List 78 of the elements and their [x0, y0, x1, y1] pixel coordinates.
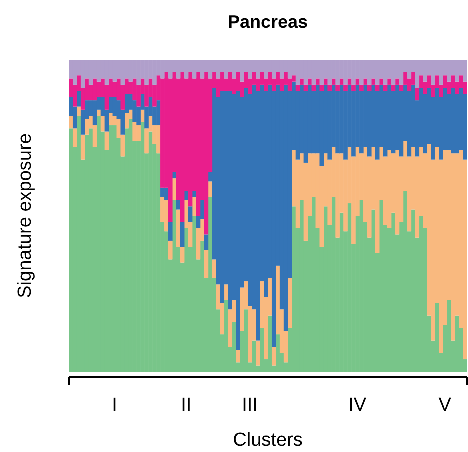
bar [164, 200, 169, 232]
bar [399, 84, 404, 92]
bar [272, 347, 276, 366]
bar [180, 222, 185, 248]
bar [463, 60, 468, 82]
bar [375, 84, 380, 92]
bar [192, 197, 197, 216]
bar [256, 340, 260, 366]
bar [69, 116, 74, 129]
bar [451, 88, 456, 154]
bar [447, 300, 452, 372]
bar [328, 84, 332, 92]
x-tick-label: III [242, 395, 258, 416]
bar [236, 350, 240, 363]
bar [184, 191, 189, 200]
bar [204, 234, 209, 250]
bar [352, 84, 356, 92]
bar [204, 250, 209, 278]
bar [320, 84, 324, 92]
bar [296, 84, 300, 92]
bar [96, 110, 102, 116]
bar [208, 182, 213, 198]
bar [84, 119, 90, 135]
bar [168, 240, 173, 260]
bar [395, 78, 400, 85]
bar [208, 197, 213, 372]
bar [92, 100, 98, 126]
bar [100, 116, 106, 132]
bar [300, 78, 304, 85]
bar [304, 84, 308, 92]
bar [192, 191, 197, 198]
bar [419, 216, 424, 372]
bar [168, 222, 173, 241]
bar [176, 210, 181, 248]
bar [112, 97, 118, 116]
bar [80, 134, 86, 160]
bar [156, 100, 161, 126]
bar [180, 247, 185, 263]
bar [348, 204, 352, 372]
bar [288, 278, 292, 328]
bar [164, 188, 169, 200]
bar [160, 188, 165, 198]
bar [391, 84, 396, 92]
bar [336, 84, 340, 92]
bar [451, 154, 456, 341]
bar [244, 310, 248, 372]
x-tick-label: IV [348, 395, 367, 416]
bar [108, 113, 114, 126]
bar [368, 84, 372, 92]
bar [340, 212, 344, 372]
bar [308, 78, 312, 85]
bar [292, 206, 296, 372]
bar [140, 122, 145, 372]
bar [132, 122, 137, 142]
bar [156, 126, 161, 154]
bar [399, 60, 404, 85]
bar [136, 126, 141, 142]
bar [312, 84, 316, 92]
bar [387, 78, 392, 85]
x-tick-label: II [181, 395, 192, 416]
bar [344, 84, 348, 92]
bar [236, 91, 240, 350]
bar [383, 84, 388, 92]
x-axis-title: Clusters [233, 430, 303, 451]
bar [104, 132, 110, 150]
y-axis-title: Signature exposure [15, 134, 36, 298]
bar [69, 128, 74, 372]
x-tick-label: V [438, 395, 452, 416]
bar [188, 206, 193, 222]
bar [379, 78, 384, 85]
bar [360, 84, 364, 92]
x-tick-label: I [112, 395, 118, 416]
bar [72, 128, 78, 148]
bar [415, 88, 420, 101]
bar [176, 200, 181, 210]
bar [148, 132, 153, 372]
bar [212, 260, 217, 278]
chart-title: Pancreas [228, 12, 308, 32]
